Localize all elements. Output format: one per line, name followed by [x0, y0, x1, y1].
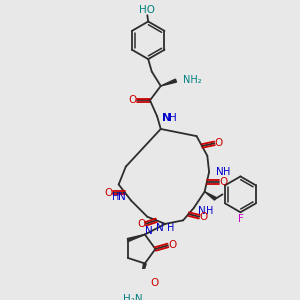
Text: O: O [129, 95, 137, 105]
Text: H: H [224, 167, 231, 177]
Text: H₂N: H₂N [122, 294, 142, 300]
Text: NH₂: NH₂ [183, 75, 202, 85]
Polygon shape [161, 79, 176, 86]
Text: N: N [216, 167, 224, 177]
Text: HO: HO [139, 5, 155, 15]
Text: H: H [112, 192, 119, 202]
Polygon shape [205, 192, 216, 200]
Text: O: O [220, 177, 228, 187]
Text: O: O [105, 188, 113, 198]
Text: N: N [118, 192, 126, 202]
Text: O: O [200, 212, 208, 222]
Text: F: F [238, 214, 243, 224]
Text: H: H [169, 113, 177, 123]
Text: H: H [206, 206, 213, 216]
Text: N: N [198, 206, 206, 216]
Polygon shape [127, 235, 145, 242]
Text: H: H [167, 224, 174, 233]
Text: N: N [162, 113, 171, 123]
Text: O: O [168, 240, 176, 250]
Text: N: N [145, 226, 152, 236]
Text: O: O [137, 219, 145, 229]
Text: O: O [215, 138, 223, 148]
Polygon shape [141, 263, 146, 280]
Text: O: O [151, 278, 159, 288]
Text: N: N [156, 224, 164, 233]
